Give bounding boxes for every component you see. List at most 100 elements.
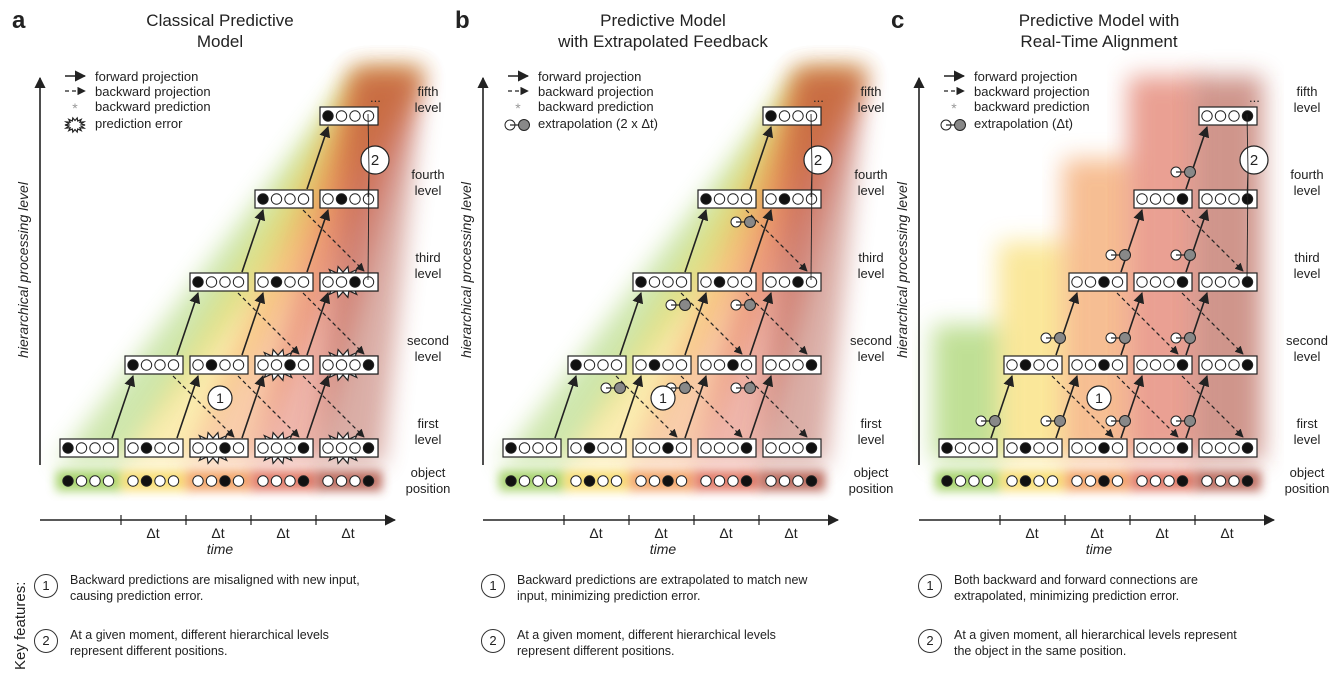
neuron-group bbox=[567, 438, 627, 458]
feature-number: 1 bbox=[481, 574, 505, 598]
callout-2 bbox=[1239, 145, 1269, 175]
neuron bbox=[349, 193, 361, 205]
neuron bbox=[322, 193, 334, 205]
delta-t-label: Δt bbox=[276, 525, 289, 541]
level-label: first bbox=[1297, 416, 1318, 431]
level-label: fifth bbox=[861, 84, 882, 99]
neuron-group bbox=[632, 355, 692, 375]
neuron-box bbox=[762, 106, 822, 126]
neuron bbox=[232, 276, 245, 288]
neuron bbox=[675, 276, 688, 288]
extrapolation-mark bbox=[975, 415, 1001, 427]
forward-projection bbox=[684, 291, 709, 356]
neuron bbox=[740, 276, 753, 288]
y-axis-label: hierarchical processing level bbox=[894, 181, 910, 358]
callout-1 bbox=[1086, 385, 1112, 411]
active-neuron bbox=[1019, 442, 1032, 454]
y-axis-label: hierarchical processing level bbox=[15, 181, 31, 358]
time-label: time bbox=[1086, 541, 1113, 557]
active-neuron bbox=[1019, 359, 1032, 371]
level-label: level bbox=[415, 100, 442, 115]
neuron bbox=[610, 442, 623, 454]
neuron-box bbox=[697, 272, 757, 292]
active-neuron bbox=[700, 193, 712, 205]
neuron-group bbox=[1133, 438, 1193, 458]
active-neuron bbox=[62, 442, 74, 454]
active-neuron bbox=[941, 442, 953, 454]
neuron-box bbox=[1198, 355, 1258, 375]
object-position-dot bbox=[89, 475, 101, 487]
neuron-group bbox=[1133, 189, 1193, 209]
object-position-dot bbox=[284, 475, 296, 487]
neuron-group bbox=[124, 438, 184, 458]
neuron-box bbox=[762, 355, 822, 375]
neuron bbox=[1136, 442, 1148, 454]
object-band bbox=[186, 471, 252, 491]
neuron bbox=[349, 359, 361, 371]
neuron-group bbox=[762, 189, 822, 209]
neuron bbox=[968, 442, 980, 454]
forward-projection bbox=[1120, 208, 1145, 273]
neuron bbox=[362, 276, 375, 288]
level-label: first bbox=[418, 416, 439, 431]
object-band bbox=[694, 471, 760, 491]
neuron bbox=[1071, 359, 1083, 371]
neuron bbox=[102, 442, 115, 454]
active-neuron bbox=[297, 442, 310, 454]
neuron bbox=[1149, 193, 1162, 205]
object-position-dot bbox=[1136, 475, 1148, 487]
legend-asterisk: * bbox=[515, 100, 521, 116]
neuron bbox=[219, 359, 231, 371]
neuron bbox=[205, 442, 218, 454]
neuron bbox=[1111, 276, 1124, 288]
level-label: second bbox=[850, 333, 892, 348]
object-position-dot bbox=[192, 475, 204, 487]
neuron bbox=[257, 442, 269, 454]
delta-t-label: Δt bbox=[1155, 525, 1168, 541]
neuron bbox=[154, 359, 166, 371]
object-band bbox=[564, 471, 630, 491]
legend-label: backward projection bbox=[974, 84, 1090, 99]
feature-text: At a given moment, different hierarchica… bbox=[517, 628, 776, 658]
legend-asterisk: * bbox=[72, 100, 78, 116]
neuron bbox=[322, 442, 334, 454]
forward-projection bbox=[1120, 374, 1145, 439]
object-position-dot bbox=[941, 475, 953, 487]
neuron bbox=[805, 276, 818, 288]
active-neuron bbox=[635, 276, 647, 288]
neuron-group bbox=[189, 355, 249, 375]
neuron bbox=[1111, 359, 1124, 371]
neuron bbox=[662, 359, 674, 371]
object-position-dot bbox=[805, 475, 818, 487]
extrapolation-end bbox=[744, 299, 756, 311]
neuron bbox=[765, 193, 777, 205]
object-position-dot bbox=[597, 475, 609, 487]
neuron bbox=[1149, 359, 1162, 371]
neuron-box bbox=[1133, 189, 1193, 209]
feature-number: 2 bbox=[34, 629, 58, 653]
neuron bbox=[545, 442, 558, 454]
object-position-dot bbox=[570, 475, 582, 487]
object-position-dot bbox=[1163, 475, 1175, 487]
neuron-box bbox=[1198, 106, 1258, 126]
neuron-box bbox=[762, 189, 822, 209]
level-label: level bbox=[415, 432, 442, 447]
level-label: position bbox=[849, 481, 894, 496]
neuron bbox=[1084, 359, 1097, 371]
extrapolation-mark bbox=[730, 299, 756, 311]
delta-t-label: Δt bbox=[1220, 525, 1233, 541]
neuron bbox=[700, 442, 712, 454]
neuron bbox=[297, 276, 310, 288]
backward-projection bbox=[1181, 375, 1244, 438]
forward-projection bbox=[619, 291, 644, 356]
neuron bbox=[284, 442, 296, 454]
object-position-dot bbox=[648, 475, 661, 487]
level-label: fourth bbox=[411, 167, 444, 182]
neuron-box bbox=[1133, 272, 1193, 292]
panel-title: Model bbox=[197, 32, 243, 51]
neuron bbox=[219, 276, 231, 288]
neuron-group bbox=[1068, 438, 1128, 458]
neuron-box bbox=[632, 272, 692, 292]
forward-projection bbox=[306, 291, 331, 356]
level-label: level bbox=[1294, 100, 1321, 115]
